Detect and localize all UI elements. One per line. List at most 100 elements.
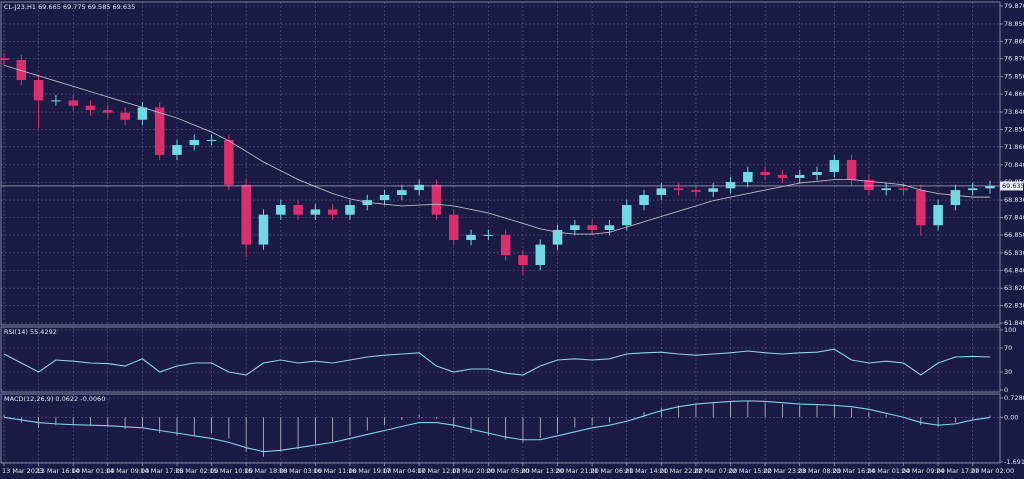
y-tick-label: 73.840 bbox=[1004, 108, 1024, 116]
panel-frame bbox=[0, 393, 1001, 464]
candle-body bbox=[898, 188, 909, 191]
candle-body bbox=[103, 110, 113, 113]
candle-body bbox=[206, 139, 217, 141]
panel-title: MACD(12,26,9) 0.0622 -0.0060 bbox=[4, 395, 105, 403]
x-tick-label: 16 Mar 11:00 bbox=[313, 467, 356, 475]
y-tick-label: 78.850 bbox=[1004, 20, 1024, 28]
candle-body bbox=[743, 171, 753, 182]
y-tick-label: 66.850 bbox=[1004, 231, 1024, 239]
candle-body bbox=[812, 171, 822, 175]
y-tick-label: 67.840 bbox=[1004, 214, 1024, 222]
candle-body bbox=[933, 205, 943, 226]
x-tick-label: 15 Mar 18:00 bbox=[244, 467, 287, 475]
y-tick-label: 71.860 bbox=[1004, 143, 1024, 151]
y-tick-label: 77.860 bbox=[1004, 37, 1024, 45]
candle-body bbox=[760, 171, 770, 175]
y-tick-label: 30 bbox=[1004, 368, 1012, 376]
x-tick-label: 20 Mar 05:00 bbox=[486, 467, 529, 475]
x-tick-label: 23 Mar 08:00 bbox=[798, 467, 841, 475]
candle-body bbox=[224, 139, 234, 185]
x-tick-label: 14 Mar 01:00 bbox=[71, 467, 114, 475]
y-tick-label: -1.6917 bbox=[1004, 458, 1024, 466]
candle-body bbox=[241, 184, 251, 245]
y-tick-label: 70 bbox=[1004, 344, 1012, 352]
candle-body bbox=[725, 181, 736, 189]
y-tick-label: 68.830 bbox=[1004, 196, 1024, 204]
candle-body bbox=[327, 209, 338, 215]
candle-body bbox=[708, 188, 718, 192]
y-tick-label: 0 bbox=[1004, 386, 1008, 394]
x-tick-label: 16 Mar 19:00 bbox=[348, 467, 391, 475]
candle-body bbox=[466, 234, 476, 241]
x-tick-label: 15 Mar 10:00 bbox=[210, 467, 253, 475]
candle-body bbox=[587, 225, 597, 230]
candle-body bbox=[621, 205, 632, 226]
x-tick-label: 22 Mar 15:00 bbox=[729, 467, 772, 475]
x-tick-label: 17 Mar 12:00 bbox=[417, 467, 460, 475]
x-tick-label: 21 Mar 22:00 bbox=[659, 467, 702, 475]
y-tick-label: 72.850 bbox=[1004, 125, 1024, 133]
x-tick-label: 27 Mar 02:00 bbox=[971, 467, 1014, 475]
candle-body bbox=[85, 105, 96, 111]
candle-body bbox=[500, 234, 511, 256]
y-tick-label: 79.870 bbox=[1004, 2, 1024, 10]
candle-body bbox=[483, 234, 494, 236]
candle-body bbox=[794, 174, 805, 178]
candle-body bbox=[967, 188, 978, 191]
panel-frame bbox=[0, 326, 1001, 393]
candle-body bbox=[310, 209, 321, 215]
x-tick-label: 24 Mar 09:00 bbox=[902, 467, 945, 475]
candle-body bbox=[656, 188, 667, 196]
candle-body bbox=[397, 190, 407, 196]
x-tick-label: 20 Mar 13:00 bbox=[521, 467, 564, 475]
panel-frame bbox=[0, 1, 1001, 326]
last-price-label: 69.635 bbox=[1002, 182, 1024, 190]
x-tick-label: 17 Mar 20:00 bbox=[452, 467, 495, 475]
x-tick-label: 14 Mar 09:00 bbox=[106, 467, 149, 475]
x-tick-label: 13 Mar 2023 bbox=[2, 467, 43, 475]
candle-body bbox=[829, 160, 840, 172]
last-price-box bbox=[1000, 181, 1023, 191]
y-tick-label: 100 bbox=[1004, 326, 1016, 334]
candle-body bbox=[414, 184, 424, 191]
candle-body bbox=[881, 188, 891, 191]
y-tick-label: 74.860 bbox=[1004, 90, 1024, 98]
candle-body bbox=[379, 195, 390, 201]
y-tick-label: 65.830 bbox=[1004, 249, 1024, 257]
x-tick-label: 13 Mar 16:00 bbox=[37, 467, 80, 475]
moving-average-line bbox=[3, 64, 990, 235]
panel-title: CL-J23,H1 69.665 69.775 69.585 69.635 bbox=[4, 3, 135, 11]
y-tick-label: 75.850 bbox=[1004, 73, 1024, 81]
candle-body bbox=[16, 59, 27, 81]
y-tick-label: 63.820 bbox=[1004, 284, 1024, 292]
y-tick-label: 76.870 bbox=[1004, 55, 1024, 63]
rsi-line bbox=[3, 348, 991, 376]
candle-body bbox=[137, 107, 148, 120]
candle-body bbox=[916, 190, 926, 226]
x-tick-label: 15 Mar 02:00 bbox=[175, 467, 218, 475]
x-tick-label: 22 Mar 23:00 bbox=[763, 467, 806, 475]
x-tick-label: 14 Mar 17:00 bbox=[140, 467, 183, 475]
candle-body bbox=[777, 174, 788, 178]
candle-body bbox=[258, 214, 269, 245]
panel-title: RSI(14) 55.4292 bbox=[4, 328, 57, 336]
candle-body bbox=[846, 160, 857, 181]
candle-body bbox=[639, 195, 649, 206]
candle-body bbox=[68, 100, 78, 106]
candle-body bbox=[985, 185, 995, 189]
candle-body bbox=[552, 229, 563, 245]
y-tick-label: 70.840 bbox=[1004, 161, 1024, 169]
candle-body bbox=[448, 214, 459, 241]
x-tick-label: 20 Mar 21:00 bbox=[556, 467, 599, 475]
candle-body bbox=[172, 145, 182, 155]
x-tick-label: 22 Mar 07:00 bbox=[694, 467, 737, 475]
candle-body bbox=[691, 190, 701, 192]
x-tick-label: 23 Mar 16:00 bbox=[832, 467, 875, 475]
candle-body bbox=[431, 184, 442, 215]
x-tick-label: 21 Mar 14:00 bbox=[625, 467, 668, 475]
x-tick-label: 24 Mar 17:00 bbox=[936, 467, 979, 475]
candle-body bbox=[154, 107, 165, 155]
